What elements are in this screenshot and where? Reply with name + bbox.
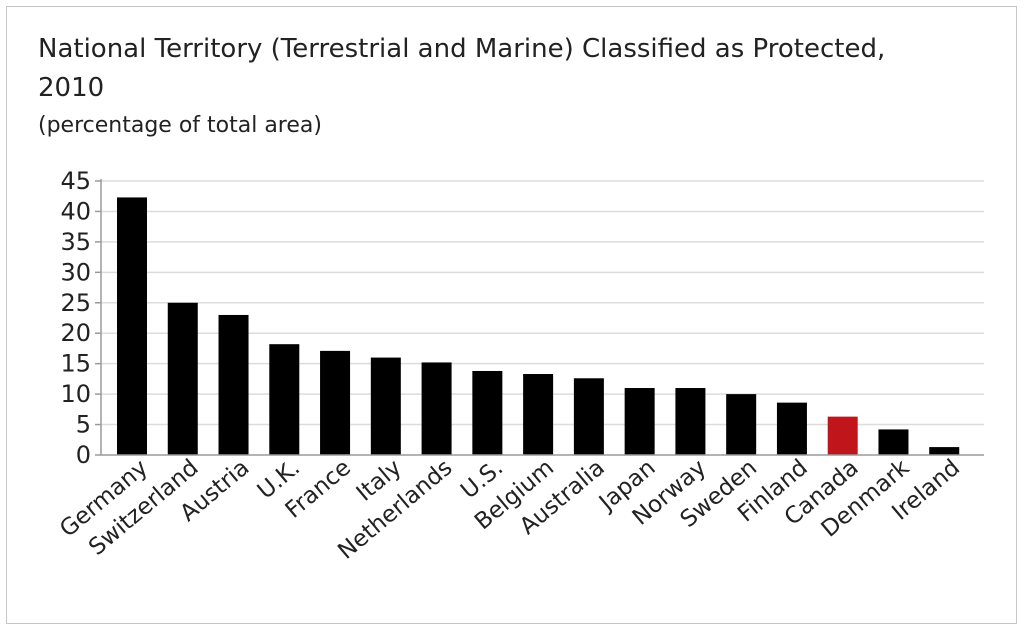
x-axis-labels: GermanySwitzerlandAustriaU.K.FranceItaly… [55, 454, 965, 564]
y-tick-label: 25 [60, 289, 91, 317]
bar-netherlands [421, 362, 452, 455]
y-tick-label: 30 [60, 258, 91, 286]
bar-australia [573, 378, 604, 455]
bar-austria [218, 314, 249, 455]
bar-belgium [523, 374, 554, 455]
y-tick-label: 15 [60, 350, 91, 378]
bar-finland [776, 402, 807, 455]
y-tick-label: 20 [60, 319, 91, 347]
axes [100, 179, 984, 456]
bar-canada [827, 416, 858, 455]
bar-denmark [878, 429, 909, 455]
bar-u-s [472, 370, 503, 455]
bars [117, 197, 960, 455]
y-tick-label: 35 [60, 228, 91, 256]
chart-title: National Territory (Terrestrial and Mari… [38, 34, 886, 103]
y-tick-label: 40 [60, 197, 91, 225]
bar-sweden [726, 394, 757, 455]
y-tick-label: 5 [76, 411, 91, 439]
bar-ireland [929, 447, 960, 455]
bar-norway [675, 388, 706, 455]
bar-italy [370, 357, 401, 455]
bar-u-k [269, 344, 300, 455]
y-tick-label: 45 [60, 167, 91, 195]
bar-france [320, 350, 351, 455]
y-tick-label: 10 [60, 380, 91, 408]
bar-switzerland [167, 302, 198, 455]
y-tick-label: 0 [76, 441, 91, 469]
chart-subtitle: (percentage of total area) [38, 113, 322, 138]
bar-germany [117, 197, 147, 455]
bar-japan [624, 388, 655, 455]
